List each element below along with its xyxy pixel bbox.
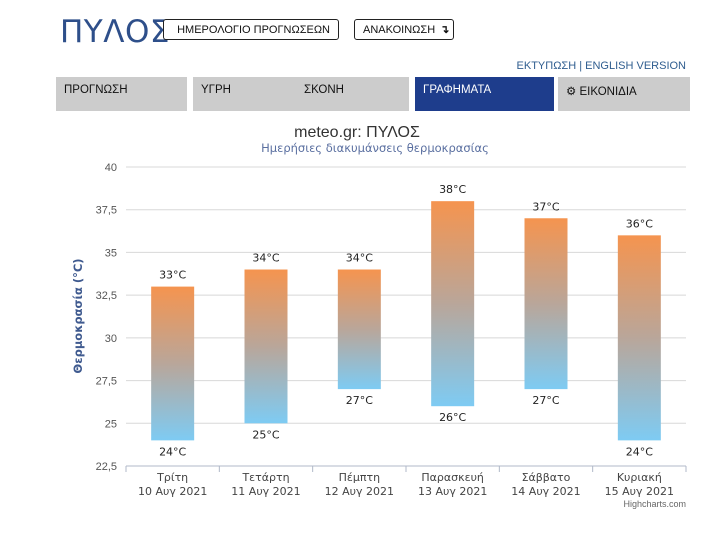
x-tick-label-date: 12 Αυγ 2021	[325, 485, 394, 498]
high-temp-label: 36°C	[626, 217, 653, 230]
tab-label: ΕΙΚΟΝΙΔΙΑ	[579, 86, 637, 98]
tab-humidity[interactable]: ΥΓΡΗ	[193, 77, 299, 111]
temperature-bar	[431, 201, 475, 407]
announcement-label: ΑΝΑΚΟΙΝΩΣΗ	[363, 23, 436, 36]
highcharts-credit[interactable]: Highcharts.com	[623, 499, 686, 509]
announcement-button[interactable]: ΑΝΑΚΟΙΝΩΣΗ ↴	[354, 19, 454, 40]
low-temp-label: 27°C	[532, 394, 559, 407]
tab-icons[interactable]: ⚙ ΕΙΚΟΝΙΔΙΑ	[558, 77, 690, 111]
y-tick-label: 37,5	[96, 205, 117, 217]
x-tick-label-day: Πέμπτη	[339, 471, 380, 484]
high-temp-label: 34°C	[346, 252, 373, 265]
high-temp-label: 34°C	[252, 252, 279, 265]
top-links: ΕΚΤΥΠΩΣΗ | ENGLISH VERSION	[517, 60, 686, 72]
tab-label: ΣΚΟΝΗ	[304, 84, 344, 96]
tab-dust[interactable]: ΣΚΟΝΗ	[296, 77, 409, 111]
print-link[interactable]: ΕΚΤΥΠΩΣΗ	[516, 60, 577, 72]
chart-title: meteo.gr: ΠΥΛΟΣ	[294, 124, 420, 141]
x-tick-label-day: Παρασκευή	[421, 471, 484, 484]
tab-label: ΓΡΑΦΗΜΑΤΑ	[423, 84, 492, 96]
tab-bar: ΠΡΟΓΝΩΣΗ ΥΓΡΗ ΣΚΟΝΗ ΓΡΑΦΗΜΑΤΑ ⚙ ΕΙΚΟΝΙΔΙ…	[56, 77, 690, 111]
gear-icon: ⚙	[566, 86, 577, 98]
x-tick-label-day: Σάββατο	[522, 471, 571, 484]
high-temp-label: 38°C	[439, 183, 466, 196]
turn-down-arrow-icon: ↴	[440, 24, 450, 36]
chart-subtitle: Ημερήσιες διακυμάνσεις θερμοκρασίας	[261, 141, 489, 155]
x-tick-label-date: 13 Αυγ 2021	[418, 485, 487, 498]
tab-label: ΠΡΟΓΝΩΣΗ	[64, 84, 128, 96]
temperature-bar	[617, 235, 661, 441]
y-tick-label: 32,5	[96, 290, 117, 302]
temperature-bar	[151, 286, 195, 441]
page-title: ΠΥΛΟΣ	[60, 14, 170, 50]
x-tick-label-day: Κυριακή	[617, 471, 662, 484]
y-tick-label: 25	[105, 418, 117, 430]
forecast-calendar-button[interactable]: ΗΜΕΡΟΛΟΓΙΟ ΠΡΟΓΝΩΣΕΩΝ	[163, 19, 339, 40]
tab-charts[interactable]: ΓΡΑΦΗΜΑΤΑ	[415, 77, 554, 111]
temperature-bar	[244, 269, 288, 424]
y-tick-label: 35	[105, 247, 117, 259]
x-tick-label-day: Τετάρτη	[241, 471, 289, 484]
x-tick-label-day: Τρίτη	[156, 471, 188, 484]
forecast-calendar-label: ΗΜΕΡΟΛΟΓΙΟ ΠΡΟΓΝΩΣΕΩΝ	[177, 23, 330, 36]
x-tick-label-date: 15 Αυγ 2021	[605, 485, 674, 498]
low-temp-label: 24°C	[626, 445, 653, 458]
y-tick-label: 22,5	[96, 461, 117, 473]
high-temp-label: 37°C	[532, 200, 559, 213]
y-tick-label: 40	[105, 162, 117, 174]
low-temp-label: 24°C	[159, 445, 186, 458]
y-tick-label: 27,5	[96, 376, 117, 388]
y-axis-label: Θερμοκρασία (°C)	[71, 258, 85, 373]
temperature-bar	[337, 269, 381, 390]
english-version-link[interactable]: ENGLISH VERSION	[585, 60, 686, 72]
tab-forecast[interactable]: ΠΡΟΓΝΩΣΗ	[56, 77, 187, 111]
link-separator: |	[576, 60, 586, 72]
tab-label: ΥΓΡΗ	[201, 84, 231, 96]
low-temp-label: 25°C	[252, 428, 279, 441]
y-tick-label: 30	[105, 333, 117, 345]
x-tick-label-date: 14 Αυγ 2021	[511, 485, 580, 498]
x-tick-label-date: 10 Αυγ 2021	[138, 485, 207, 498]
low-temp-label: 27°C	[346, 394, 373, 407]
temperature-bar	[524, 218, 568, 390]
low-temp-label: 26°C	[439, 411, 466, 424]
x-tick-label-date: 11 Αυγ 2021	[231, 485, 300, 498]
high-temp-label: 33°C	[159, 269, 186, 282]
